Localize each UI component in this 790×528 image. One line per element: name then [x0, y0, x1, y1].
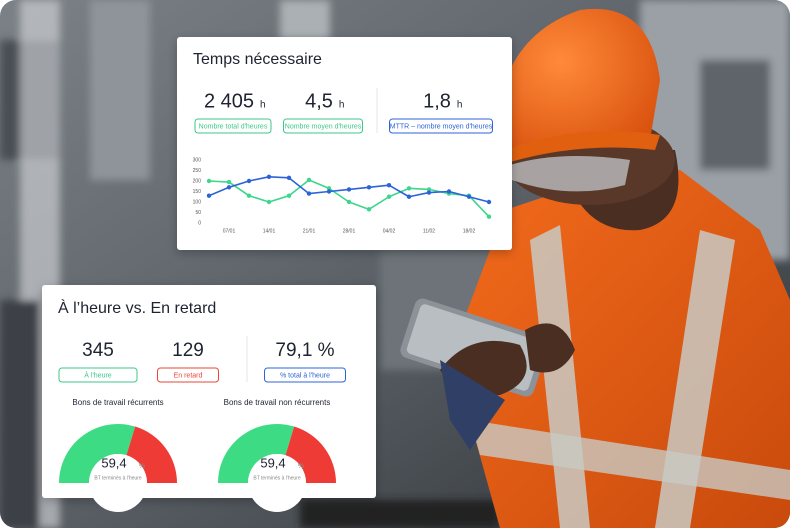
line-point	[306, 177, 312, 183]
x-tick-label: 07/01	[223, 228, 236, 234]
line-point	[326, 186, 332, 191]
badge-label: MTTR – nombre moyen d'heures	[390, 123, 493, 130]
badge	[264, 367, 346, 383]
gauge-hub	[89, 454, 147, 512]
line-point	[346, 187, 352, 192]
stat-value: 4,5	[305, 90, 333, 112]
badge	[157, 367, 219, 383]
line-point	[426, 187, 432, 192]
badge	[194, 118, 272, 134]
gauge-unit: %	[139, 463, 145, 470]
stat-unit: h	[260, 100, 266, 111]
card-title: À l’heure vs. En retard	[58, 298, 216, 317]
y-tick-label: 300	[193, 157, 202, 163]
line-point	[386, 194, 392, 199]
line-point	[206, 178, 212, 184]
gauge-value: 59,4	[260, 455, 285, 470]
line-point	[226, 179, 232, 185]
badge-label: À l'heure	[84, 370, 112, 379]
line-point	[426, 190, 432, 195]
line-point	[266, 174, 272, 179]
line-point	[246, 178, 252, 184]
line-point	[286, 193, 292, 198]
line-point	[486, 199, 492, 205]
y-tick-label: 0	[198, 220, 201, 226]
badge-label: En retard	[174, 372, 203, 379]
gauge-value: 59,4	[101, 455, 126, 470]
line-point	[206, 193, 212, 198]
line-point	[226, 185, 232, 190]
y-tick-label: 150	[193, 189, 202, 195]
y-tick-label: 100	[193, 199, 202, 205]
badge	[389, 118, 493, 134]
gauge-late	[285, 426, 336, 483]
y-tick-label: 50	[195, 210, 201, 216]
line-point	[406, 186, 412, 191]
gauge-on-time	[218, 423, 295, 483]
line-point	[286, 175, 292, 181]
y-tick-label: 200	[193, 178, 202, 184]
worker	[400, 8, 790, 528]
line-point	[446, 189, 452, 194]
line-point	[346, 199, 352, 205]
x-tick-label: 14/01	[263, 228, 276, 234]
card-background	[177, 37, 512, 250]
line-point	[366, 207, 372, 212]
x-tick-label: 21/01	[303, 228, 316, 234]
y-tick-label: 250	[193, 168, 202, 174]
gauge-late	[126, 426, 177, 483]
line-point	[266, 199, 272, 205]
line-point	[306, 191, 312, 196]
gauge-hub	[248, 454, 306, 512]
stat-unit: h	[339, 100, 345, 111]
card-title: Temps nécessaire	[193, 51, 322, 68]
badge	[283, 118, 363, 134]
stat-value: 2 405	[204, 90, 254, 112]
gauge-title: Bons de travail non récurrents	[224, 398, 331, 407]
gauge-unit: %	[298, 463, 304, 470]
stat-value: 1,8	[423, 90, 451, 112]
stat-value: 345	[82, 340, 114, 361]
stat-value: 79,1 %	[275, 340, 334, 361]
line-point	[406, 194, 412, 199]
gauge-caption: BT terminés à l'heure	[94, 475, 141, 481]
stat-unit: h	[457, 100, 463, 111]
line-point	[466, 194, 472, 199]
badge	[58, 367, 138, 383]
line-point	[246, 193, 252, 198]
gauge-caption: BT terminés à l'heure	[253, 475, 300, 481]
line-point	[386, 183, 392, 188]
x-tick-label: 04/02	[383, 228, 396, 234]
gauge-on-time	[59, 424, 136, 483]
line-point	[366, 185, 372, 190]
badge-label: Nombre total d'heures	[199, 123, 268, 130]
x-tick-label: 28/01	[343, 228, 356, 234]
badge-label: % total à l'heure	[280, 372, 330, 379]
gauge-title: Bons de travail récurrents	[72, 398, 163, 407]
line-point	[326, 189, 332, 194]
line-point	[486, 214, 492, 219]
time-card	[177, 37, 512, 250]
badge-label: Nombre moyen d'heures	[285, 123, 362, 130]
x-tick-label: 11/02	[423, 228, 435, 234]
stat-value: 129	[172, 340, 204, 361]
x-tick-label: 18/02	[463, 228, 476, 234]
